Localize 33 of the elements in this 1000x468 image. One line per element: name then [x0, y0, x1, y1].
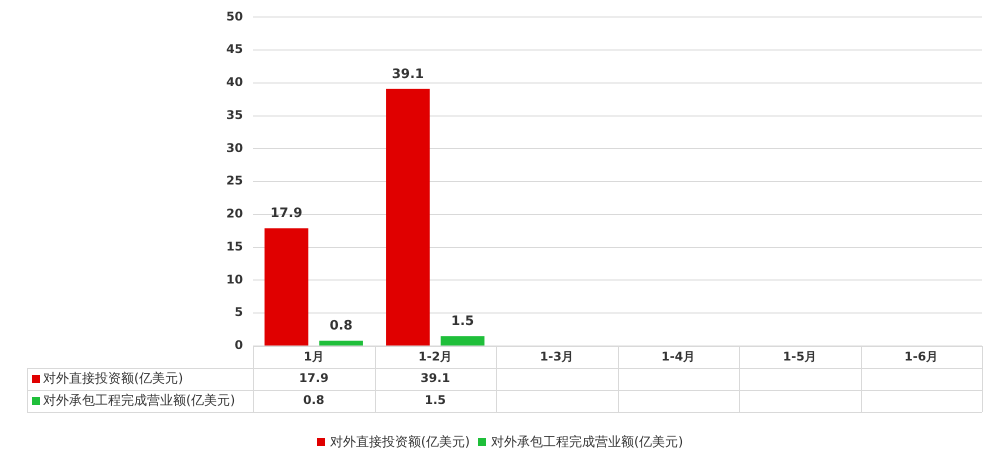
bar: [386, 88, 430, 346]
text: 17.9: [298, 371, 329, 386]
x-tick-label: 1-5月: [782, 349, 817, 364]
y-tick-label: 35: [226, 108, 243, 122]
text: 对外直接投资额(亿美元): [330, 435, 470, 450]
x-tick-label: 1-4月: [661, 349, 696, 364]
y-tick-label: 15: [226, 239, 243, 254]
x-tick-label: 1月: [304, 349, 324, 364]
legend-label: 对外直接投资额(亿美元): [43, 370, 184, 386]
text: 1.5: [424, 393, 446, 408]
y-tick-label: 25: [226, 174, 243, 188]
legend-label: 对外承包工程完成营业额(亿美元): [491, 435, 684, 450]
y-tick-label: 0: [234, 338, 243, 352]
x-tick-label: 1-3月: [540, 349, 574, 364]
x-tick-label: 1-2月: [418, 349, 452, 364]
y-tick-label: 5: [234, 305, 243, 320]
text: 对外承包工程完成营业额(亿美元): [43, 393, 236, 408]
y-tick-label: 45: [226, 42, 243, 56]
data-label: 39.1: [392, 66, 424, 82]
data-label: 0.8: [330, 318, 353, 334]
y-tick-label: 30: [226, 140, 243, 155]
data-label: 17.9: [270, 206, 302, 222]
y-tick-label: 40: [226, 75, 243, 90]
text: 39.1: [420, 371, 450, 386]
bar: [319, 340, 363, 346]
y-tick-label: 20: [226, 206, 243, 221]
bar: [264, 228, 308, 346]
data-label: 1.5: [451, 314, 474, 330]
y-tick-label: 50: [226, 9, 243, 24]
bar: [440, 336, 484, 346]
x-tick-label: 1-6月: [904, 349, 938, 364]
y-tick-label: 10: [226, 272, 243, 286]
text: 0.8: [303, 393, 324, 408]
